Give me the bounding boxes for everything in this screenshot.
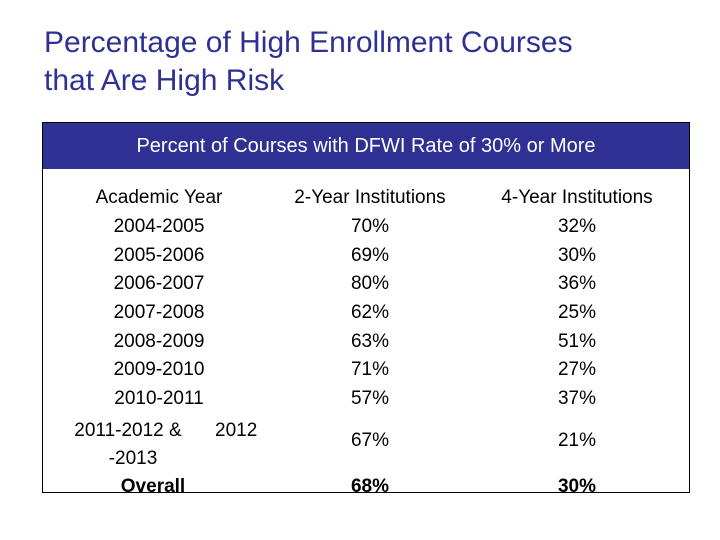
row-year-2010-2011: 2010-2011 [114,388,204,409]
row-two-year-2010-2011: 57% [350,388,390,409]
row-two-year-2005-2006: 69% [350,245,390,266]
row-year-2004-2005: 2004-2005 [113,216,205,237]
header-four-year: 4-Year Institutions [501,187,653,208]
row-overall-four-year: 30% [557,476,597,497]
row-year-2011-2012-part3: -2013 [108,448,158,469]
header-academic-year: Academic Year [95,187,223,208]
row-two-year-2006-2007: 80% [350,273,390,294]
row-year-2009-2010: 2009-2010 [113,359,205,380]
row-year-2006-2007: 2006-2007 [113,273,205,294]
row-overall-label: Overall [120,476,186,497]
row-overall-two-year: 68% [350,476,390,497]
row-four-year-2010-2011: 37% [557,388,597,409]
row-four-year-2009-2010: 27% [557,359,597,380]
table-banner: Percent of Courses with DFWI Rate of 30%… [43,123,689,169]
row-four-year-2004-2005: 32% [557,216,597,237]
row-two-year-2004-2005: 70% [350,216,390,237]
row-two-year-2009-2010: 71% [350,359,390,380]
row-four-year-2005-2006: 30% [557,245,597,266]
row-year-2008-2009: 2008-2009 [113,331,205,352]
slide-title-line-2: that Are High Risk [44,64,285,97]
enrollment-risk-table: Percent of Courses with DFWI Rate of 30%… [42,122,690,497]
row-four-year-2011-2013: 21% [557,430,597,451]
header-two-year: 2-Year Institutions [294,187,446,208]
row-two-year-2011-2013: 67% [350,430,390,451]
row-year-2011-2012-part1: 2011-2012 & [74,420,182,441]
row-four-year-2006-2007: 36% [557,273,597,294]
slide-title-line-1: Percentage of High Enrollment Courses [44,26,573,59]
row-year-2007-2008: 2007-2008 [113,302,205,323]
row-four-year-2008-2009: 51% [557,331,597,352]
row-year-2011-2012-part2: 2012 [215,420,258,441]
row-year-2005-2006: 2005-2006 [113,245,205,266]
slide-title: Percentage of High Enrollment Courses th… [44,24,694,100]
row-two-year-2007-2008: 62% [350,302,390,323]
row-two-year-2008-2009: 63% [350,331,390,352]
row-four-year-2007-2008: 25% [557,302,597,323]
